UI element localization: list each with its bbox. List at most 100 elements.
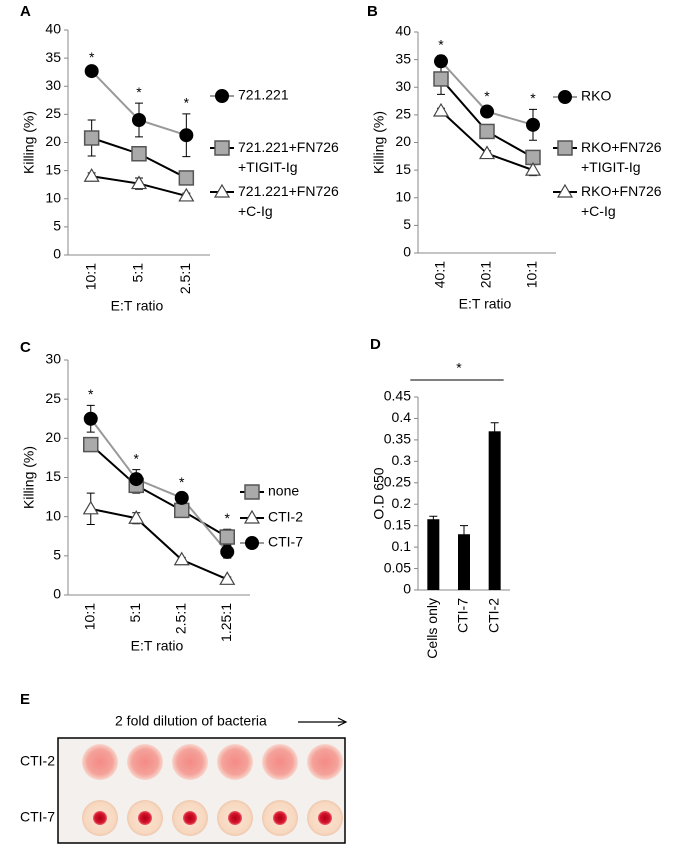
x-tick-label: 20:1 [478,261,494,288]
significance: * [136,84,142,100]
marker [178,187,195,202]
significance: * [88,386,94,402]
marker [434,54,448,69]
well [262,744,298,780]
x-tick-label: 5:1 [130,263,146,283]
error-bar [460,525,468,544]
y-tick-label: 15 [395,161,411,177]
marker [432,102,450,117]
y-tick-label: 5 [403,216,411,232]
row-label: CTI-7 [20,809,55,825]
x-tick-label: 10:1 [82,263,98,290]
pellet [183,811,197,825]
marker [219,529,235,545]
marker [558,90,572,104]
bar [488,431,501,590]
legend-label: RKO [581,88,611,104]
wells [82,744,343,836]
marker [174,490,189,505]
arrow-head [337,717,348,727]
marker [178,170,195,186]
y-tick-label: 35 [395,50,411,66]
well [82,744,118,780]
y-tick-label: 0 [403,581,411,597]
y-tick-label: 10 [395,188,411,204]
marker [526,117,540,132]
y-tick-label: 30 [395,78,411,94]
y-tick-label: 0.45 [384,388,411,404]
marker [479,123,495,140]
pellet [228,811,242,825]
x-tick-label: 10:1 [524,261,540,288]
marker [245,536,259,550]
y-tick-label: 0.15 [384,516,411,532]
x-tick-label: Cells only [424,598,440,659]
marker [83,411,98,426]
y-tick-label: 30 [45,351,61,367]
marker [556,183,574,198]
panel-letter: C [20,339,31,356]
marker [557,140,573,156]
panel-letter: E [20,691,30,708]
well [217,744,253,780]
marker [243,509,261,524]
marker [128,510,145,524]
marker [433,71,449,87]
y-tick-label: 0.2 [392,495,412,511]
x-axis-label: E:T ratio [111,298,164,314]
marker [173,551,190,566]
legend-label: 721.221+FN726 +TIGIT-Ig [238,139,339,175]
bar [427,519,440,590]
significance: * [438,36,444,52]
y-tick-label: 5 [53,547,61,563]
legend-label: 721.221 [238,87,289,103]
y-axis-label: Killing (%) [21,446,37,509]
error-bar [429,515,438,523]
y-tick-label: 25 [45,390,61,406]
y-tick-label: 40 [45,21,61,37]
marker [478,145,496,160]
y-tick-label: 0.05 [384,559,411,575]
well [307,744,343,780]
panel-letter: B [367,3,378,20]
y-tick-label: 0.4 [392,409,412,425]
y-tick-label: 20 [395,133,411,149]
marker [213,183,231,198]
x-tick-label: CTI-7 [455,598,471,633]
significance: * [89,49,95,65]
marker [132,113,146,127]
plate-title: 2 fold dilution of bacteria [115,713,267,729]
x-tick-label: 40:1 [432,261,448,288]
legend-label: none [268,483,299,499]
pellet [273,811,287,825]
y-tick-label: 35 [45,49,61,65]
y-tick-label: 5 [53,218,61,234]
marker [129,472,144,487]
y-tick-label: 0.35 [384,431,411,447]
y-axis-label: Killing (%) [21,111,37,174]
x-axis-label: E:T ratio [131,638,184,654]
marker [244,484,260,500]
marker [524,161,542,176]
panel-letter: D [370,336,381,353]
well [127,744,163,780]
y-tick-label: 10 [45,507,61,523]
legend-label: RKO+FN726 +TIGIT-Ig [581,139,662,175]
marker [130,175,148,190]
significance: * [134,450,140,466]
pellet [318,811,332,825]
well [172,744,208,780]
significance: * [484,88,490,104]
y-tick-label: 20 [45,429,61,445]
marker [220,544,235,559]
panel-letter: A [20,3,31,20]
x-tick-label: CTI-2 [485,598,501,633]
y-tick-label: 0.25 [384,473,411,489]
legend-label: CTI-2 [268,509,303,525]
x-tick-label: 1.25:1 [218,603,234,642]
legend-label: RKO+FN726 +C-Ig [581,183,662,219]
y-tick-label: 0 [403,244,411,260]
marker [83,130,100,146]
legend-label: CTI-7 [268,534,303,550]
row-label: CTI-2 [20,753,55,769]
